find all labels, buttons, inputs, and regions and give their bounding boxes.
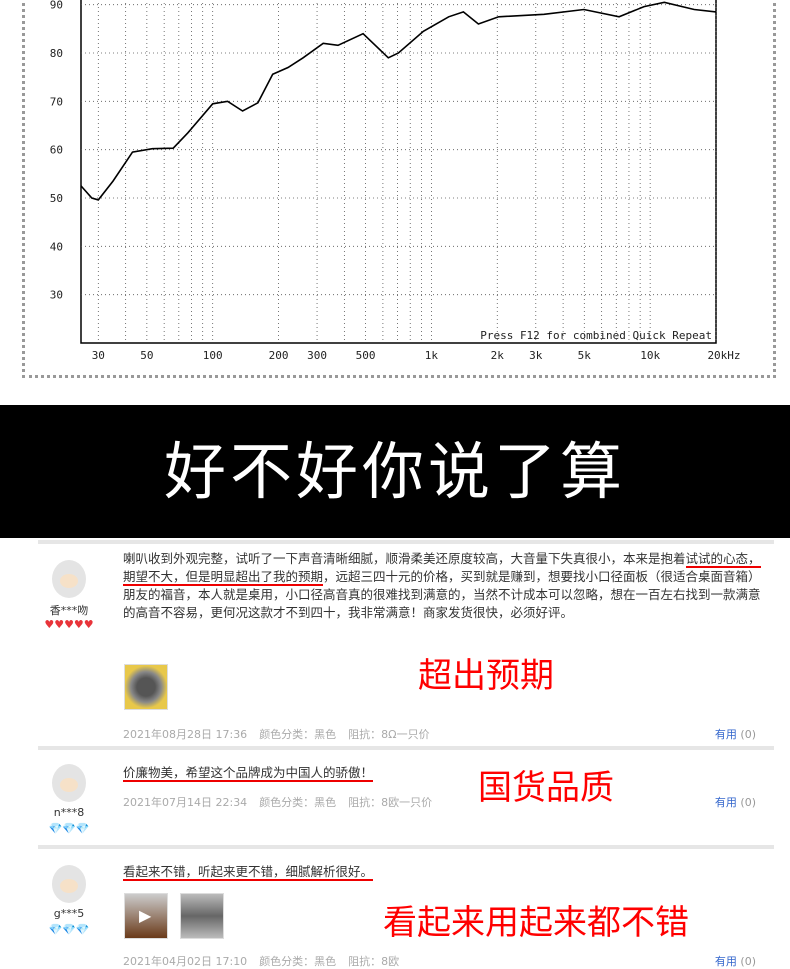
- review-text: 看起来不错，听起来更不错，细腻解析很好。: [123, 864, 374, 881]
- review-meta: 2021年08月28日 17:36 颜色分类：黑色 阻抗：8Ω一只价: [123, 728, 430, 741]
- y-tick-label: 50: [50, 192, 63, 205]
- x-tick-label: 300: [307, 349, 327, 362]
- review-text: 价廉物美，希望这个品牌成为中国人的骄傲！: [123, 765, 374, 782]
- highlight-tag: 国货品质: [478, 768, 614, 808]
- review-meta: 2021年07月14日 22:34 颜色分类：黑色 阻抗：8欧一只价: [123, 796, 433, 809]
- useful-button[interactable]: 有用 (0): [714, 955, 756, 968]
- x-tick-label: 3k: [529, 349, 543, 362]
- review-photo[interactable]: [124, 664, 168, 710]
- x-tick-label: 100: [203, 349, 223, 362]
- highlight-tag: 看起来用起来都不错: [383, 903, 689, 943]
- y-tick-label: 70: [50, 95, 63, 108]
- review-text: 喇叭收到外观完整，试听了一下声音清晰细腻，顺滑柔美还原度较高，大音量下失真很小，…: [123, 551, 761, 620]
- x-tick-label: 5k: [578, 349, 592, 362]
- play-icon: ▶: [139, 906, 152, 925]
- chart-svg: 30 40 50 60 70 80 90 30 50 100 200 300 500 1k 2k 3k 5k 10…: [50, 0, 741, 362]
- plot-area: [80, 0, 717, 344]
- x-tick-label: 50: [140, 349, 153, 362]
- y-tick-label: 30: [50, 289, 63, 302]
- banner-slogan: 好不好你说了算: [0, 405, 790, 538]
- review-meta: 2021年04月02日 17:10 颜色分类：黑色 阻抗：8欧: [123, 955, 400, 968]
- highlight-tag: 超出预期: [418, 656, 554, 696]
- review-video-thumb[interactable]: ▶: [124, 893, 168, 939]
- avatar: [52, 560, 86, 598]
- review-item: n***8 💎💎💎 价廉物美，希望这个品牌成为中国人的骄傲！ 国货品质 2021…: [38, 746, 774, 846]
- y-tick-label: 60: [50, 144, 63, 157]
- chart-annotation: Press F12 for combined Quick Repeat: [480, 329, 712, 342]
- avatar: [52, 865, 86, 903]
- review-item: g***5 💎💎💎 看起来不错，听起来更不错，细腻解析很好。 ▶ 看起来用起来都…: [38, 845, 774, 968]
- x-tick-label: 30: [92, 349, 105, 362]
- x-tick-label: 2k: [491, 349, 505, 362]
- username: 香***吻: [49, 604, 89, 617]
- y-tick-label: 90: [50, 0, 63, 12]
- frequency-response-line: [80, 1, 717, 201]
- y-tick-label: 80: [50, 47, 63, 60]
- username: g***5: [53, 907, 85, 920]
- username: n***8: [53, 806, 85, 819]
- avatar: [52, 764, 86, 802]
- frequency-response-chart: 30 40 50 60 70 80 90 30 50 100 200 300 500 1k 2k 3k 5k 10…: [22, 0, 776, 378]
- x-tick-label: 10k: [640, 349, 660, 362]
- x-tick-label: 200: [269, 349, 289, 362]
- diamond-rank-icon: 💎💎💎: [48, 822, 90, 835]
- diamond-rank-icon: 💎💎💎: [48, 923, 90, 936]
- x-tick-label: 20kHz: [707, 349, 740, 362]
- useful-button[interactable]: 有用 (0): [714, 796, 756, 809]
- useful-button[interactable]: 有用 (0): [714, 728, 756, 741]
- review-item: 香***吻 ♥♥♥♥♥ 喇叭收到外观完整，试听了一下声音清晰细腻，顺滑柔美还原度…: [38, 540, 774, 748]
- x-tick-label: 1k: [425, 349, 439, 362]
- heart-rank-icon: ♥♥♥♥♥: [44, 618, 94, 631]
- y-tick-label: 40: [50, 240, 63, 253]
- review-photo[interactable]: [180, 893, 224, 939]
- x-tick-label: 500: [356, 349, 376, 362]
